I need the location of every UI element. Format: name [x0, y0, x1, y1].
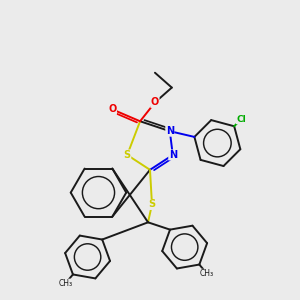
Text: O: O: [108, 104, 116, 114]
Text: O: O: [151, 98, 159, 107]
Text: S: S: [124, 150, 131, 160]
Text: N: N: [169, 150, 177, 160]
Text: N: N: [166, 126, 174, 136]
Text: CH₃: CH₃: [200, 269, 214, 278]
Text: S: S: [148, 200, 155, 209]
Text: CH₃: CH₃: [58, 279, 72, 288]
Text: Cl: Cl: [236, 115, 246, 124]
